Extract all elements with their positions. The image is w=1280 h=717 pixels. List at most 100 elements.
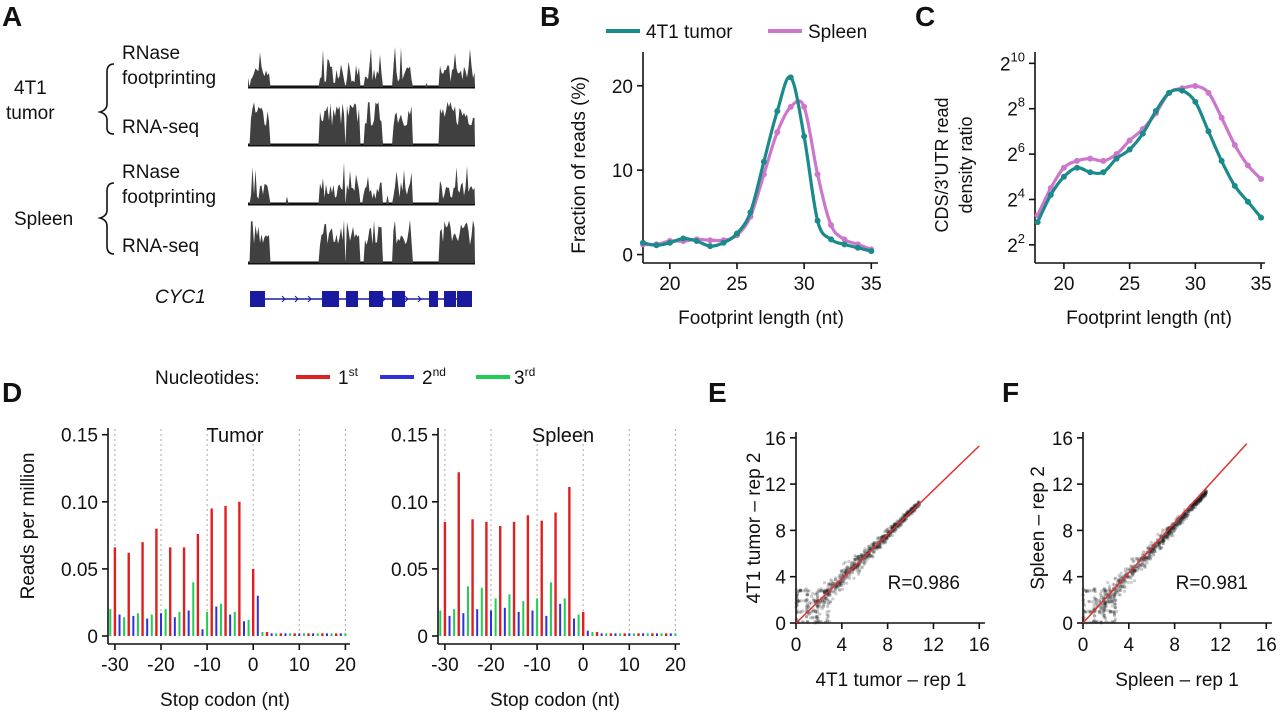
- scatter-point: [1119, 586, 1123, 590]
- scatter-point: [824, 620, 828, 624]
- scatter-point: [1092, 605, 1096, 609]
- scatter-point: [842, 578, 846, 582]
- scatter-point: [1133, 568, 1137, 572]
- x-tick-label: 4: [1124, 635, 1135, 656]
- scatter-point: [1197, 498, 1201, 502]
- scatter-point: [1184, 513, 1188, 517]
- scatter-point: [848, 574, 852, 578]
- scatter-point: [1143, 563, 1147, 568]
- scatter-point: [842, 571, 846, 575]
- scatter-point: [1151, 547, 1155, 551]
- scatter-point: [1199, 496, 1203, 500]
- scatter-point: [1168, 529, 1172, 534]
- scatter-point: [1198, 498, 1202, 502]
- x-tick-label: -20: [477, 655, 504, 676]
- scatter-point: [811, 597, 815, 601]
- scatter-point: [1103, 589, 1107, 593]
- scatter-point: [865, 548, 870, 552]
- scatter-point: [1199, 498, 1203, 503]
- scatter-point: [1106, 580, 1110, 585]
- bracket-spleen: [97, 182, 115, 255]
- scatter-point: [805, 620, 809, 624]
- scatter-point: [1178, 521, 1182, 525]
- scatter-point: [819, 605, 823, 609]
- scatter-point: [1113, 617, 1118, 621]
- scatter-point: [1151, 547, 1155, 551]
- scatter-point: [1104, 589, 1108, 593]
- x-tick-label: 35: [861, 274, 882, 295]
- scatter-point: [802, 599, 806, 603]
- scatter-point: [1122, 585, 1126, 589]
- scatter-point: [807, 612, 812, 616]
- data-point-spleen: [1126, 137, 1133, 144]
- scatter-point: [843, 560, 848, 564]
- scatter-point: [913, 503, 917, 507]
- y-tick-label: 10: [612, 161, 633, 182]
- scatter-point: [1102, 613, 1106, 618]
- scatter-point: [1081, 593, 1085, 598]
- scatter-point: [1167, 532, 1171, 536]
- y-tick-label: 0: [1062, 614, 1073, 635]
- scatter-point: [906, 509, 910, 513]
- y-tick-label: 0.15: [61, 426, 98, 447]
- scatter-point: [1118, 575, 1123, 579]
- scatter-point: [866, 557, 870, 561]
- scatter-point: [1103, 608, 1108, 613]
- scatter-point: [1099, 594, 1103, 598]
- scatter-point: [906, 510, 910, 514]
- scatter-point: [849, 564, 853, 569]
- scatter-point: [1171, 527, 1175, 531]
- scatter-point: [1094, 597, 1098, 602]
- scatter-point: [1148, 553, 1152, 557]
- scatter-point: [860, 554, 864, 558]
- scatter-point: [1197, 500, 1201, 504]
- y-tick-label: 16: [1052, 429, 1073, 450]
- scatter-point: [1187, 511, 1191, 515]
- scatter-point: [815, 593, 820, 597]
- scatter-point: [1189, 506, 1193, 510]
- scatter-point: [861, 560, 865, 564]
- scatter-point: [1091, 619, 1096, 624]
- scatter-point: [1082, 613, 1086, 617]
- scatter-point: [826, 604, 830, 609]
- scatter-point: [1181, 516, 1186, 520]
- scatter-point: [834, 587, 838, 591]
- data-point-tumor: [787, 74, 794, 81]
- scatter-point: [797, 589, 801, 593]
- y-tick-label: 4: [1062, 568, 1073, 589]
- scatter-point: [1203, 493, 1207, 497]
- scatter-point: [797, 590, 801, 594]
- scatter-point: [1114, 599, 1118, 603]
- data-point-tumor: [1231, 182, 1238, 189]
- scatter-point: [1084, 589, 1088, 594]
- scatter-point: [879, 536, 883, 540]
- scatter-point: [828, 593, 832, 597]
- scatter-point: [801, 609, 805, 613]
- scatter-point: [1114, 590, 1118, 594]
- scatter-point: [1171, 534, 1175, 538]
- scatter-point: [1193, 502, 1197, 506]
- scatter-point: [828, 600, 833, 604]
- scatter-point: [1200, 495, 1205, 499]
- scatter-point: [1200, 495, 1204, 500]
- scatter-point: [824, 596, 828, 600]
- scatter-point: [1166, 533, 1170, 538]
- scatter-point: [1116, 580, 1120, 584]
- x-tick-label: 12: [1210, 635, 1231, 656]
- scatter-point: [813, 619, 817, 624]
- scatter-point: [1132, 570, 1137, 574]
- scatter-point: [904, 511, 909, 516]
- scatter-point: [827, 592, 831, 596]
- scatter-point: [805, 593, 810, 597]
- scatter-point: [881, 540, 885, 544]
- scatter-point: [807, 605, 811, 609]
- panel-label-b: B: [540, 1, 560, 32]
- scatter-point: [1158, 541, 1162, 545]
- scatter-point: [1177, 519, 1182, 523]
- y-tick-label: 12: [1052, 475, 1073, 496]
- scatter-point: [836, 585, 840, 590]
- scatter-point: [873, 541, 877, 545]
- scatter-point: [1115, 590, 1119, 594]
- scatter-point: [1118, 584, 1123, 588]
- scatter-point: [1104, 619, 1108, 624]
